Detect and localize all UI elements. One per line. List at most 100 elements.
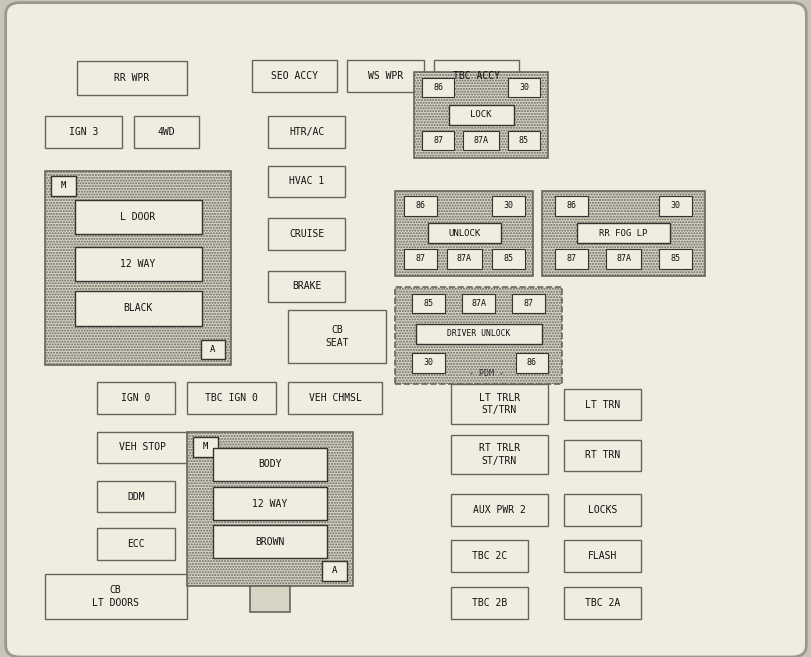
Bar — [134, 116, 199, 148]
Text: BLACK: BLACK — [123, 304, 152, 313]
Bar — [542, 191, 704, 276]
Bar — [462, 294, 495, 313]
Text: DDM: DDM — [127, 491, 144, 502]
Text: LOCKS: LOCKS — [587, 505, 617, 515]
Bar — [491, 196, 524, 215]
Bar — [412, 294, 444, 313]
Bar — [450, 587, 527, 619]
Bar — [564, 389, 641, 420]
Text: RT TRLR
ST/TRN: RT TRLR ST/TRN — [478, 443, 519, 466]
Text: BODY: BODY — [258, 459, 281, 469]
Text: 12 WAY: 12 WAY — [120, 259, 156, 269]
Bar — [250, 586, 290, 612]
Bar — [288, 382, 381, 414]
Bar — [45, 574, 187, 619]
Bar — [213, 448, 326, 481]
Bar — [512, 294, 544, 313]
Text: TBC 2A: TBC 2A — [585, 598, 620, 608]
Text: TBC ACCY: TBC ACCY — [453, 71, 499, 81]
Bar — [414, 72, 547, 158]
Bar — [77, 61, 187, 95]
Text: 30: 30 — [518, 83, 528, 92]
Bar — [97, 432, 187, 463]
Text: 86: 86 — [526, 359, 536, 367]
Bar — [422, 131, 454, 150]
Bar — [555, 249, 587, 269]
Bar — [412, 353, 444, 373]
Bar — [564, 440, 641, 471]
Text: SEO ACCY: SEO ACCY — [271, 71, 317, 81]
Text: A: A — [210, 345, 215, 354]
Text: VEH CHMSL: VEH CHMSL — [308, 393, 361, 403]
Text: 87: 87 — [566, 254, 576, 263]
Bar — [564, 494, 641, 526]
Bar — [427, 223, 500, 243]
Text: TBC 2B: TBC 2B — [471, 598, 506, 608]
Text: VEH STOP: VEH STOP — [118, 442, 165, 453]
Text: 87: 87 — [433, 136, 443, 145]
Bar — [213, 487, 326, 520]
Text: CRUISE: CRUISE — [289, 229, 324, 239]
Text: L DOOR: L DOOR — [120, 212, 156, 222]
Bar — [268, 166, 345, 197]
Text: 87A: 87A — [616, 254, 630, 263]
Bar — [564, 587, 641, 619]
Bar — [97, 382, 174, 414]
Bar — [659, 196, 691, 215]
Bar — [507, 78, 539, 97]
Bar — [51, 176, 75, 196]
Text: CB
LT DOORS: CB LT DOORS — [92, 585, 139, 608]
Bar — [75, 291, 201, 325]
Text: 87A: 87A — [470, 299, 486, 308]
Text: RT TRN: RT TRN — [585, 450, 620, 461]
Text: 4WD: 4WD — [157, 127, 175, 137]
Text: UNLOCK: UNLOCK — [448, 229, 480, 238]
Text: 85: 85 — [670, 254, 680, 263]
Bar — [404, 249, 436, 269]
Bar — [395, 287, 561, 384]
Bar — [450, 540, 527, 572]
Bar — [346, 60, 423, 92]
Text: HTR/AC: HTR/AC — [289, 127, 324, 137]
Text: BRAKE: BRAKE — [291, 281, 321, 292]
Bar — [448, 105, 513, 125]
Text: - PDM -: - PDM - — [469, 369, 504, 378]
Bar — [75, 200, 201, 235]
Bar — [564, 540, 641, 572]
Bar — [507, 131, 539, 150]
Bar — [433, 60, 518, 92]
Text: AUX PWR 2: AUX PWR 2 — [472, 505, 526, 515]
Text: DRIVER UNLOCK: DRIVER UNLOCK — [446, 329, 510, 338]
Bar — [193, 437, 217, 457]
Text: M: M — [61, 181, 66, 191]
Text: IGN 0: IGN 0 — [121, 393, 151, 403]
Text: TBC 2C: TBC 2C — [471, 551, 506, 561]
Text: WS WPR: WS WPR — [367, 71, 402, 81]
Text: 12 WAY: 12 WAY — [252, 499, 287, 509]
Text: FLASH: FLASH — [587, 551, 617, 561]
Text: RR WPR: RR WPR — [114, 73, 149, 83]
Text: 86: 86 — [433, 83, 443, 92]
Bar — [187, 432, 353, 586]
Bar — [404, 196, 436, 215]
Bar — [422, 78, 454, 97]
Bar — [576, 223, 670, 243]
Bar — [75, 247, 201, 281]
Bar — [415, 324, 541, 344]
Text: BROWN: BROWN — [255, 537, 285, 547]
FancyBboxPatch shape — [6, 3, 805, 657]
Text: IGN 3: IGN 3 — [68, 127, 98, 137]
Text: 30: 30 — [503, 202, 513, 210]
Text: 85: 85 — [518, 136, 528, 145]
Text: LT TRN: LT TRN — [585, 399, 620, 410]
Text: 86: 86 — [566, 202, 576, 210]
Text: CB
SEAT: CB SEAT — [325, 325, 348, 348]
Bar — [268, 218, 345, 250]
Bar — [395, 191, 533, 276]
Bar — [187, 382, 276, 414]
Bar — [515, 353, 547, 373]
Bar — [322, 561, 346, 581]
Bar — [450, 384, 547, 424]
Bar — [213, 526, 326, 558]
Text: 87: 87 — [523, 299, 533, 308]
